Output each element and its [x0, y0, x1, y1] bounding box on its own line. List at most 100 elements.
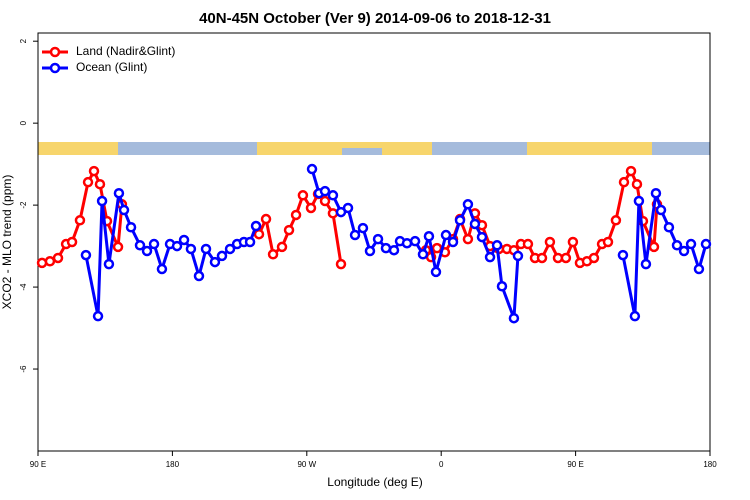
data-point [663, 221, 675, 233]
data-point [462, 233, 474, 245]
data-point [327, 208, 339, 219]
data-point [44, 256, 56, 267]
data-point [260, 213, 272, 225]
legend-label: Ocean (Glint) [76, 60, 147, 74]
data-point [372, 233, 384, 245]
data-point [96, 195, 108, 207]
data-point [508, 312, 520, 324]
data-point [306, 163, 318, 175]
y-tick-label: -6 [19, 365, 28, 373]
data-point [80, 249, 92, 261]
data-point [610, 215, 622, 226]
data-point [327, 190, 339, 201]
data-point [364, 245, 376, 257]
data-point [94, 178, 106, 190]
x-tick-label: 90 W [297, 460, 316, 469]
data-point [629, 310, 641, 322]
data-point [462, 199, 474, 210]
y-tick-label: -4 [19, 283, 28, 291]
data-point [357, 222, 369, 234]
data-point [118, 204, 130, 216]
land-band [38, 142, 118, 155]
x-tick-label: 180 [166, 460, 180, 469]
data-point [335, 258, 347, 270]
data-point [305, 202, 317, 214]
data-point [209, 256, 221, 268]
data-point [134, 240, 146, 251]
data-point [544, 236, 556, 248]
data-point [250, 220, 262, 232]
land-band [527, 142, 652, 155]
data-point [430, 266, 442, 278]
data-point [447, 236, 459, 248]
x-tick-label: 90 E [30, 460, 46, 469]
land-mask-band [38, 142, 710, 155]
data-point [454, 215, 466, 226]
data-point [685, 238, 697, 250]
data-point [536, 252, 548, 264]
x-tick-label: 180 [703, 460, 717, 469]
legend-label: Land (Nadir&Glint) [76, 44, 175, 58]
data-point [491, 240, 503, 251]
data-point [148, 238, 160, 250]
data-point [319, 195, 331, 207]
data-point [625, 165, 637, 177]
data-point [171, 240, 183, 252]
data-point [103, 258, 115, 270]
data-point [193, 270, 205, 282]
data-point [423, 231, 435, 242]
data-point [178, 234, 190, 246]
data-point [113, 187, 125, 199]
data-point [401, 237, 413, 249]
data-point [640, 258, 652, 270]
data-point [693, 263, 705, 275]
data-point [618, 176, 630, 188]
x-tick-label: 90 E [567, 460, 583, 469]
data-point [125, 221, 137, 233]
data-point [349, 229, 361, 241]
data-point [244, 236, 256, 248]
data-point [74, 215, 86, 226]
data-point [283, 224, 295, 236]
y-tick-label: 0 [19, 120, 28, 125]
data-point [617, 249, 629, 261]
data-point [431, 242, 443, 254]
data-point [496, 281, 508, 292]
data-point [52, 252, 64, 264]
data-point [267, 249, 279, 260]
data-point [66, 236, 78, 248]
data-point [88, 165, 100, 177]
data-point [512, 250, 524, 262]
data-point [224, 243, 236, 255]
data-point [185, 243, 197, 255]
data-point [476, 231, 488, 243]
y-tick-label: 2 [19, 38, 28, 43]
data-point [440, 229, 452, 241]
legend-marker [49, 46, 61, 58]
data-point [388, 244, 400, 256]
data-point [200, 243, 212, 255]
y-axis-label: XCO2 - MLO trend (ppm) [0, 175, 14, 310]
data-point [342, 202, 354, 214]
data-point [678, 245, 690, 257]
data-point [522, 238, 534, 250]
data-point [141, 245, 153, 257]
data-point [567, 236, 579, 248]
x-tick-label: 0 [439, 460, 444, 469]
y-tick-label: -2 [19, 201, 28, 209]
data-point [290, 209, 302, 221]
data-point [253, 228, 265, 240]
data-point [112, 241, 124, 253]
chart-title: 40N-45N October (Ver 9) 2014-09-06 to 20… [199, 10, 551, 27]
data-point [92, 310, 104, 322]
data-point [409, 235, 421, 247]
data-point [602, 236, 614, 248]
data-point [700, 238, 712, 250]
data-point [633, 195, 645, 207]
data-point [650, 187, 662, 199]
data-point [655, 204, 667, 216]
data-point [417, 249, 429, 260]
data-point [156, 263, 168, 275]
data-point [216, 250, 228, 262]
data-point [560, 252, 572, 264]
